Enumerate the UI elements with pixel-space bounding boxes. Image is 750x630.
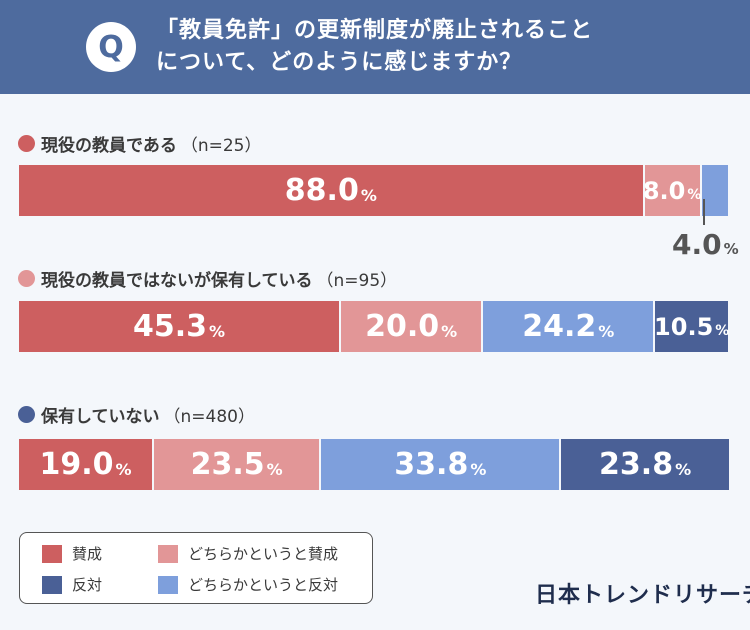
bar-segment-1-2: 24.2% [483, 301, 654, 352]
group-n-2: （n=480） [163, 407, 255, 427]
group-n-1: （n=95） [316, 271, 398, 291]
callout-line [703, 199, 705, 225]
legend-swatch-somewhat-agree [158, 544, 178, 563]
brand-logo: 日本トレンドリサーチ [535, 583, 750, 608]
question-line-2: について、どのように感じますか？ [156, 50, 523, 75]
bar-unit-label: % [115, 460, 132, 479]
legend-item-agree: 賛成 [42, 543, 102, 564]
group-label-1: 現役の教員ではないが保有している （n=95） [18, 266, 397, 291]
bar-unit-label: % [360, 186, 377, 205]
bar-unit-label: % [687, 186, 702, 203]
legend-item-disagree: 反対 [42, 574, 102, 595]
question-text: 「教員免許」の更新制度が廃止されること について、どのように感じますか？ [156, 15, 716, 79]
bar-unit-label: % [598, 322, 615, 341]
bar-segment-2-2: 33.8% [321, 439, 560, 490]
bar-unit-label: % [266, 460, 283, 479]
bar-segment-1-3: 10.5% [654, 301, 730, 352]
legend-label-disagree: 反対 [72, 576, 103, 594]
group-title-2: 保有していない [41, 407, 160, 427]
group-label-0: 現役の教員である （n=25） [18, 131, 262, 156]
bar-value-label: 20.0 [365, 309, 440, 344]
legend-swatch-somewhat-disagree [158, 575, 178, 594]
bar-value-label: 23.5 [190, 447, 265, 482]
group-title-0: 現役の教員である [41, 136, 177, 156]
legend: 賛成 どちらかというと賛成 反対 どちらかというと反対 [19, 532, 373, 604]
q-badge: Q [86, 22, 136, 72]
bar-value-label: 19.0 [39, 447, 114, 482]
bar-segment-0-1: 8.0% [642, 165, 702, 216]
bar-value-label: 88.0 [284, 173, 359, 208]
callout-unit: % [723, 240, 739, 258]
question-line-1: 「教員免許」の更新制度が廃止されること [156, 18, 594, 43]
bar-segment-2-1: 23.5% [154, 439, 320, 490]
legend-swatch-disagree [42, 575, 62, 594]
bar-row-1: 45.3% 20.0% 24.2% 10.5% [19, 301, 730, 352]
question-header: Q 「教員免許」の更新制度が廃止されること について、どのように感じますか？ [0, 0, 750, 94]
legend-swatch-agree [42, 544, 62, 563]
bar-row-0: 88.0% 8.0% [19, 165, 730, 216]
bar-segment-1-0: 45.3% [19, 301, 340, 352]
bar-segment-2-0: 19.0% [19, 439, 153, 490]
legend-label-somewhat-disagree: どちらかというと反対 [188, 576, 339, 594]
bar-unit-label: % [675, 460, 692, 479]
bar-value-label: 24.2 [522, 309, 597, 344]
bar-value-label: 45.3 [133, 309, 208, 344]
group-dot-0 [18, 135, 35, 152]
bar-unit-label: % [715, 322, 730, 339]
bar-unit-label: % [209, 322, 226, 341]
legend-label-agree: 賛成 [72, 545, 103, 563]
legend-item-somewhat-agree: どちらかというと賛成 [158, 543, 338, 564]
bar-unit-label: % [441, 322, 458, 341]
legend-label-somewhat-agree: どちらかというと賛成 [188, 545, 339, 563]
legend-item-somewhat-disagree: どちらかというと反対 [158, 574, 338, 595]
bar-segment-1-1: 20.0% [341, 301, 482, 352]
bar-segment-0-0: 88.0% [19, 165, 643, 216]
group-dot-2 [18, 406, 35, 423]
bar-unit-label: % [470, 460, 487, 479]
bar-value-label: 23.8 [599, 447, 674, 482]
bar-value-label: 33.8 [394, 447, 469, 482]
bar-value-label: 10.5 [654, 312, 714, 341]
bar-value-label: 8.0 [642, 176, 686, 205]
group-dot-1 [18, 270, 35, 287]
bar-segment-0-2 [701, 165, 728, 216]
callout-label: 4.0 % [672, 228, 739, 261]
group-title-1: 現役の教員ではないが保有している [41, 271, 313, 291]
group-label-2: 保有していない （n=480） [18, 402, 255, 427]
callout-value: 4.0 [672, 228, 722, 261]
bar-row-2: 19.0% 23.5% 33.8% 23.8% [19, 439, 730, 490]
bar-segment-2-3: 23.8% [561, 439, 729, 490]
group-n-0: （n=25） [180, 136, 262, 156]
